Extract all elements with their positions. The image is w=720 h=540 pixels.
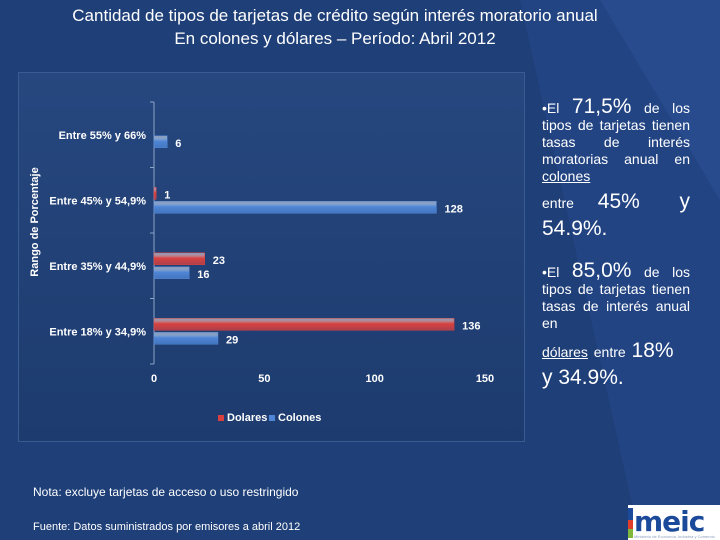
data-label-colones: 6	[175, 138, 181, 150]
source-note: Fuente: Datos suministrados por emisores…	[33, 521, 301, 533]
bullet-colones-currency: colones	[542, 168, 591, 184]
bullet-colones-prefix: •El	[542, 100, 560, 116]
bar-colones	[153, 332, 219, 345]
bar-chart: Rango de Porcentaje 0 50 100 150 Entre 55% y …	[29, 101, 494, 424]
bullet-colones-range-b: 54.9%.	[542, 217, 608, 240]
slide-title: Cantidad de tipos de tarjetas de crédito…	[0, 4, 670, 50]
data-label-colones: 16	[197, 269, 209, 281]
meic-logo: meic Ministerio de Economía, Industria y…	[628, 505, 720, 540]
data-label-dolares: 136	[462, 320, 480, 332]
logo-subtitle: Ministerio de Economía, Industria y Come…	[634, 534, 715, 539]
y-axis-label: Rango de Porcentaje	[29, 167, 41, 276]
bar-colones	[153, 135, 168, 148]
legend-label-colones: Colones	[278, 412, 321, 424]
title-line-2: En colones y dólares – Período: Abril 20…	[174, 29, 496, 48]
x-tick-label: 150	[476, 373, 494, 385]
bar-colones	[153, 201, 437, 214]
bar-dolares	[153, 318, 455, 331]
bullet-points: •El 71,5% de los tipos de tarjetas tiene…	[542, 95, 691, 391]
category-label: Entre 45% y 54,9%	[49, 195, 146, 207]
bullet-dolares-currency: dólares	[542, 344, 588, 360]
legend-label-dolares: Dolares	[227, 412, 267, 424]
bullet-dolares-prefix: •El	[542, 264, 560, 280]
bullet-colones-entre: entre	[542, 195, 574, 211]
x-tick-label: 100	[365, 373, 383, 385]
legend-swatch-colones	[269, 415, 275, 421]
bullet-dolares: •El 85,0% de los tipos de tarjetas tiene…	[542, 259, 691, 391]
bullet-colones: •El 71,5% de los tipos de tarjetas tiene…	[542, 95, 691, 242]
bullet-colones-percent: 71,5%	[571, 95, 632, 118]
data-label-colones: 128	[444, 203, 462, 215]
bullet-dolares-text: de los tipos de tarjetas tienen tasas de…	[542, 264, 691, 331]
bar-colones	[153, 266, 190, 279]
data-label-colones: 29	[226, 334, 238, 346]
bullet-colones-range-conj: y	[679, 190, 691, 213]
category-label: Entre 55% y 66%	[59, 130, 147, 142]
logo-text: meic	[634, 505, 705, 538]
title-line-1: Cantidad de tipos de tarjetas de crédito…	[72, 6, 598, 25]
x-tick-label: 50	[258, 373, 270, 385]
bullet-dolares-range-a: 18%	[631, 339, 674, 362]
bullet-colones-text: de los tipos de tarjetas tienen tasas de…	[542, 100, 691, 167]
bullet-dolares-range-b: 34.9%.	[558, 366, 624, 389]
x-tick-label: 0	[151, 373, 157, 385]
bullet-dolares-percent: 85,0%	[571, 259, 632, 282]
chart-panel	[18, 72, 525, 442]
bullet-dolares-entre: entre	[593, 344, 626, 360]
footnote: Nota: excluye tarjetas de acceso o uso r…	[33, 485, 299, 499]
category-label: Entre 18% y 34,9%	[49, 326, 146, 338]
bar-dolares	[153, 252, 206, 265]
legend-swatch-dolares	[218, 415, 224, 421]
bar-dolares	[153, 187, 157, 200]
logo-bars-icon	[628, 508, 633, 538]
bullet-dolares-range-conj: y	[542, 366, 553, 389]
data-label-dolares: 23	[213, 255, 225, 267]
data-label-dolares: 1	[164, 189, 170, 201]
bullet-colones-range-a: 45%	[597, 190, 640, 213]
category-label: Entre 35% y 44,9%	[49, 261, 146, 273]
